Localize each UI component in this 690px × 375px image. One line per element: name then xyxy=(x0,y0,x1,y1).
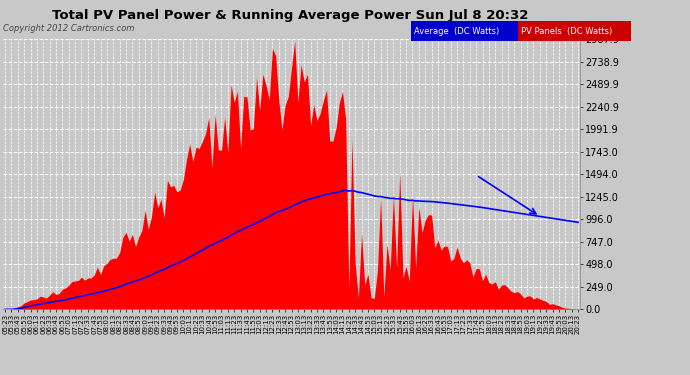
Text: Copyright 2012 Cartronics.com: Copyright 2012 Cartronics.com xyxy=(3,24,135,33)
Text: PV Panels  (DC Watts): PV Panels (DC Watts) xyxy=(521,27,612,36)
Text: Total PV Panel Power & Running Average Power Sun Jul 8 20:32: Total PV Panel Power & Running Average P… xyxy=(52,9,528,22)
Text: Average  (DC Watts): Average (DC Watts) xyxy=(414,27,500,36)
